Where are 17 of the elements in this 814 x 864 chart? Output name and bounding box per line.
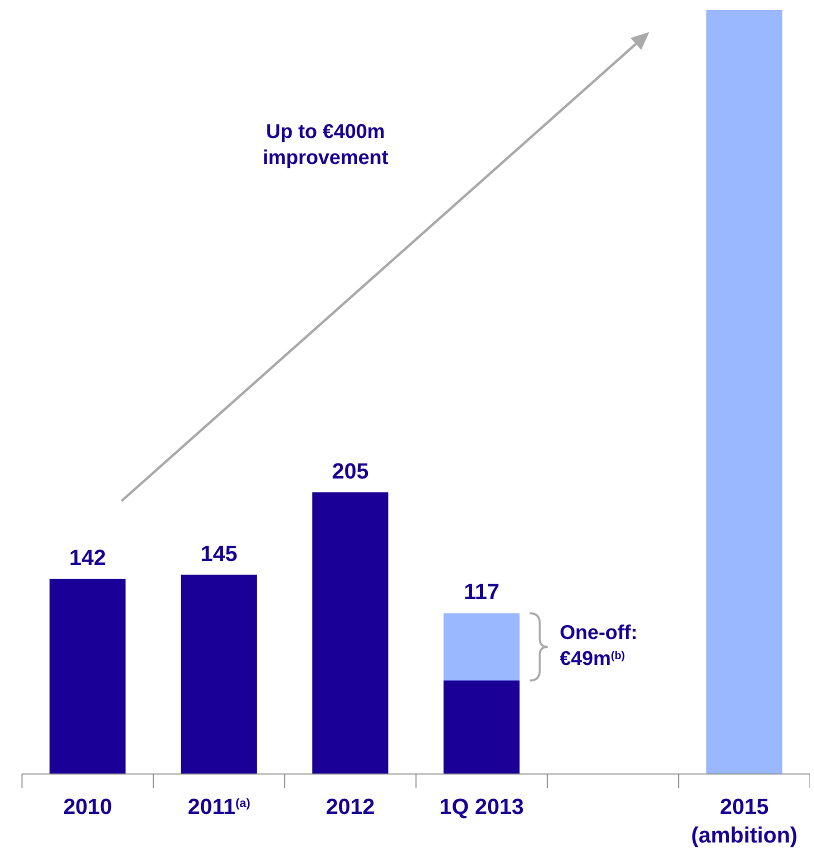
annotation: One-off: €49m$^{(b)}$ [560,622,638,670]
bar [50,578,126,774]
bar [706,10,782,774]
x-tick-label: 2015 (ambition) [691,794,798,848]
x-tick-label: 1Q 2013 [439,794,524,819]
annotation: Up to €400m improvement [262,121,389,169]
total-label: 117 [464,579,500,604]
bar [180,574,257,774]
x-tick-label: 2011$^{(a)}$ [188,794,250,819]
x-tick-label: 2010 [63,794,112,819]
x-tick-label: 2012 [326,794,375,819]
bar [444,613,520,681]
data-label: 145 [200,540,238,566]
bar [444,680,520,774]
data-label: 205 [332,458,369,484]
bar [312,492,388,774]
data-label: 142 [69,544,106,570]
